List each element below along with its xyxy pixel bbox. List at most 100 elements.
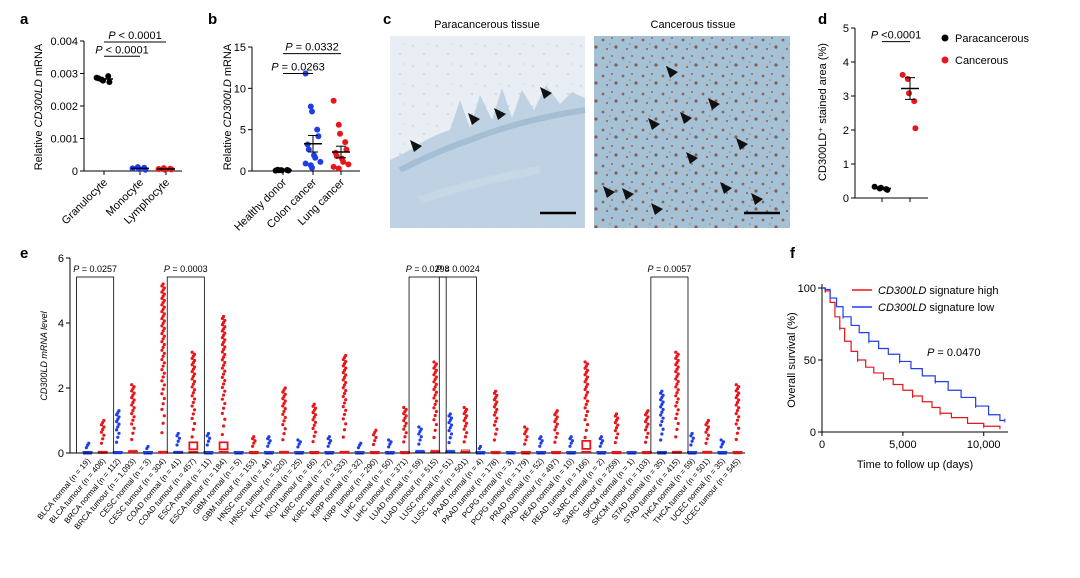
outlier-point (160, 331, 164, 336)
outlier-point (432, 360, 436, 364)
outlier-point (734, 383, 738, 387)
outlier-point (432, 387, 436, 392)
outlier-point (131, 431, 135, 435)
outlier-point (192, 397, 197, 401)
outlier-point (223, 389, 227, 393)
legend-label: Paracancerous (955, 33, 1029, 45)
y-tick-label: 4 (58, 318, 64, 330)
outlier-point (402, 419, 406, 423)
outlier-point (659, 405, 663, 409)
outlier-point (704, 430, 708, 434)
outlier-point (99, 430, 104, 434)
outlier-point (221, 355, 226, 359)
outlier-point (463, 424, 467, 428)
outlier-point (464, 421, 469, 425)
panel-label-f: f (790, 245, 796, 262)
outlier-point (690, 431, 694, 436)
outlier-point (721, 440, 726, 444)
outlier-point (221, 393, 226, 397)
outlier-point (525, 427, 529, 431)
outlier-point (131, 408, 135, 413)
outlier-point (494, 419, 498, 424)
outlier-point (296, 438, 300, 442)
outlier-point (523, 442, 527, 446)
outlier-point (160, 368, 164, 372)
outlier-point (387, 438, 391, 442)
data-point (317, 158, 324, 165)
outlier-point (676, 358, 680, 363)
outlier-point (646, 415, 650, 419)
outlier-point (312, 402, 316, 406)
y-axis-label: Relative CD300LD mRNA (222, 43, 234, 170)
data-point (906, 90, 912, 97)
outlier-point (283, 399, 287, 403)
outlier-point (221, 347, 226, 352)
outlier-point (449, 423, 454, 427)
outlier-point (191, 374, 195, 379)
outlier-point (616, 432, 620, 436)
outlier-point (176, 431, 180, 436)
outlier-point (705, 427, 709, 432)
data-point (899, 71, 906, 78)
outlier-point (492, 413, 497, 417)
outlier-point (585, 390, 590, 394)
outlier-point (690, 439, 694, 443)
panel-c-histology: Paracancerous tissue Cancerous tissue (390, 19, 790, 228)
outlier-point (191, 391, 195, 395)
outlier-point (130, 422, 134, 426)
outlier-point (191, 427, 195, 432)
outlier-point (675, 382, 679, 386)
outlier-point (282, 419, 286, 423)
outlier-point (344, 360, 348, 364)
y-axis-label: CD300LD⁺ stained area (%) (817, 43, 829, 181)
outlier-point (162, 383, 166, 387)
outlier-point (282, 409, 286, 413)
data-point (337, 130, 343, 137)
outlier-point (176, 439, 180, 443)
outlier-point (492, 438, 497, 442)
outlier-point (117, 431, 121, 435)
outlier-point (583, 406, 587, 410)
data-point (142, 166, 149, 173)
y-tick-label: 2 (58, 383, 64, 395)
outlier-point (614, 436, 619, 440)
outlier-point (598, 444, 602, 448)
outlier-point (735, 408, 740, 413)
outlier-point (433, 428, 437, 432)
p-value-label: P <0.0001 (871, 30, 921, 42)
outlier-point (252, 435, 256, 439)
outlier-point (495, 416, 499, 420)
outlier-point (268, 439, 272, 443)
outlier-point (734, 411, 738, 416)
outlier-point (554, 435, 558, 439)
outlier-point (704, 441, 708, 445)
outlier-point (462, 427, 466, 431)
outlier-point (162, 351, 166, 355)
outlier-point (674, 385, 678, 389)
outlier-point (283, 392, 287, 396)
outlier-point (191, 382, 195, 386)
outlier-point (434, 382, 438, 386)
outlier-point (162, 334, 166, 338)
outlier-point (313, 420, 318, 425)
data-point (330, 97, 337, 104)
outlier-point (448, 426, 452, 430)
outlier-point (344, 366, 348, 370)
outlier-point (674, 435, 678, 439)
outlier-point (252, 441, 256, 445)
outlier-point (223, 345, 227, 349)
outlier-point (660, 410, 664, 414)
outlier-point (161, 345, 165, 349)
panel-c-title-right: Cancerous tissue (651, 19, 736, 31)
outlier-point (298, 440, 302, 444)
data-point (307, 103, 314, 110)
y-tick-label: 1 (843, 159, 849, 171)
outlier-point (737, 385, 741, 389)
box (581, 439, 592, 450)
outlier-point (492, 423, 497, 427)
outlier-point (464, 414, 469, 418)
outlier-point (162, 292, 166, 296)
outlier-point (614, 426, 619, 430)
outlier-point (646, 409, 650, 413)
